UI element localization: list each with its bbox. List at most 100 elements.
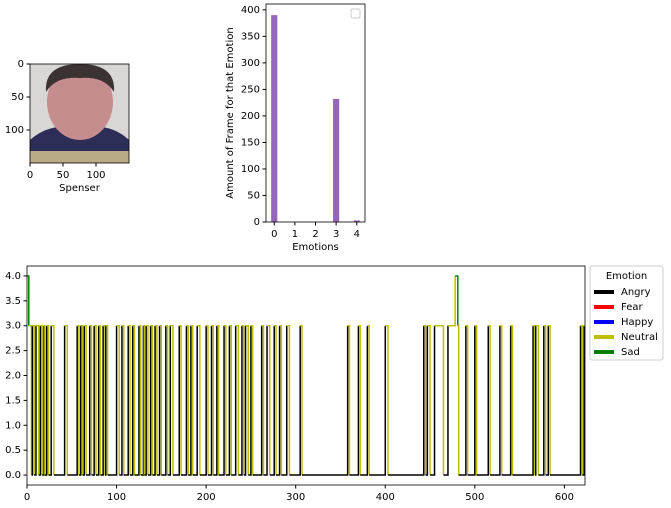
y-axis-label: Amount of Frame for that Emotion xyxy=(225,27,236,198)
x-tick-label: 100 xyxy=(86,170,105,181)
emotion-segment xyxy=(225,325,231,476)
emotion-segment xyxy=(35,324,40,476)
emotion-segment xyxy=(467,325,476,476)
emotion-segment xyxy=(476,325,490,476)
emotion-segment xyxy=(78,325,82,476)
emotion-segment xyxy=(427,324,431,476)
emotion-segment xyxy=(51,324,55,476)
emotion-segment xyxy=(100,325,104,476)
emotion-segment xyxy=(301,325,349,476)
legend-label: Sad xyxy=(621,347,640,358)
emotion-segment xyxy=(275,325,281,476)
emotion-segment xyxy=(218,325,225,476)
emotion-segment xyxy=(77,324,80,476)
emotion-segment xyxy=(170,324,174,476)
x-tick-label: 200 xyxy=(197,492,216,503)
y-tick-label: 2.0 xyxy=(5,371,21,382)
emotion-segment xyxy=(104,325,107,476)
y-tick-label: 100 xyxy=(5,125,24,136)
emotion-segment xyxy=(490,325,501,476)
emotion-segment xyxy=(261,324,265,476)
y-tick-label: 3.5 xyxy=(5,296,21,307)
emotion-segment xyxy=(533,324,536,476)
y-tick-label: 3.0 xyxy=(5,321,21,332)
emotion-segment xyxy=(263,325,268,476)
emotion-segment xyxy=(28,324,33,476)
emotion-segment xyxy=(545,325,550,476)
emotion-segment xyxy=(80,324,84,476)
x-tick-label: 3 xyxy=(333,229,339,240)
emotion-segment xyxy=(161,325,167,476)
emotion-segment xyxy=(132,324,136,476)
emotion-segment xyxy=(159,324,163,476)
emotion-segment xyxy=(229,324,232,476)
y-tick-label: 0 xyxy=(254,217,260,228)
emotion-segment xyxy=(358,324,361,476)
emotion-segment xyxy=(250,324,254,476)
emotion-segment xyxy=(91,325,95,476)
emotion-segment xyxy=(425,325,429,476)
emotion-segment xyxy=(279,324,283,476)
emotion-segment xyxy=(32,324,35,476)
emotion-segment xyxy=(44,325,48,476)
emotion-segment xyxy=(138,324,142,476)
emotion-segment xyxy=(155,324,158,476)
y-tick-label: 0.5 xyxy=(5,445,21,456)
emotion-segment xyxy=(488,324,491,476)
emotion-segment xyxy=(535,324,540,476)
emotion-segment xyxy=(103,324,106,476)
axes-frame xyxy=(26,265,586,486)
emotion-segment xyxy=(241,324,245,476)
emotion-segment xyxy=(31,325,34,476)
y-tick-label: 4.0 xyxy=(5,271,21,282)
y-tick-label: 0.0 xyxy=(5,470,21,481)
emotion-segment xyxy=(130,325,134,476)
emotion-segment xyxy=(190,324,194,476)
emotion-segment xyxy=(458,325,467,476)
emotion-segment xyxy=(84,324,87,476)
emotion-segment xyxy=(300,324,303,476)
emotion-segment xyxy=(143,324,146,476)
emotion-segment xyxy=(46,324,50,476)
x-tick-label: 0 xyxy=(24,492,30,503)
emotion-segment xyxy=(44,324,46,476)
emotion-segment xyxy=(534,325,537,476)
emotion-segment xyxy=(213,325,218,476)
emotion-segment xyxy=(387,325,425,476)
emotion-segment xyxy=(207,325,213,476)
emotion-segment xyxy=(501,325,512,476)
emotion-segment xyxy=(538,325,545,476)
emotion-segment xyxy=(48,325,52,476)
x-tick-label: 50 xyxy=(57,170,70,181)
emotion-segment xyxy=(423,324,427,476)
emotion-segment xyxy=(243,325,247,476)
emotion-segment xyxy=(98,324,102,476)
x-tick-label: 300 xyxy=(286,492,305,503)
emotion-segment xyxy=(582,325,585,476)
emotion-segment xyxy=(34,325,37,476)
emotion-segment xyxy=(116,324,121,476)
emotion-segment xyxy=(144,325,147,476)
x-axis-label: Emotions xyxy=(292,242,339,253)
emotion-segment xyxy=(165,324,169,476)
emotion-segment xyxy=(465,324,469,476)
emotion-segment xyxy=(140,325,145,476)
emotion-segment xyxy=(360,325,369,476)
x-tick-label: 100 xyxy=(107,492,126,503)
x-tick-label: 1 xyxy=(292,229,298,240)
y-tick-label: 350 xyxy=(241,31,260,42)
emotion-segment xyxy=(548,324,551,476)
y-tick-label: 150 xyxy=(241,137,260,148)
emotion-segment xyxy=(224,324,227,476)
photo-hair xyxy=(45,64,115,92)
emotion-segment xyxy=(67,325,78,476)
bar xyxy=(271,15,278,222)
emotion-segment xyxy=(245,324,249,476)
x-tick-label: 4 xyxy=(354,229,360,240)
x-tick-label: 0 xyxy=(271,229,277,240)
y-tick-label: 2.5 xyxy=(5,346,21,357)
emotion-segment xyxy=(512,325,534,476)
emotion-segment xyxy=(119,325,123,476)
emotion-segment xyxy=(369,325,387,476)
